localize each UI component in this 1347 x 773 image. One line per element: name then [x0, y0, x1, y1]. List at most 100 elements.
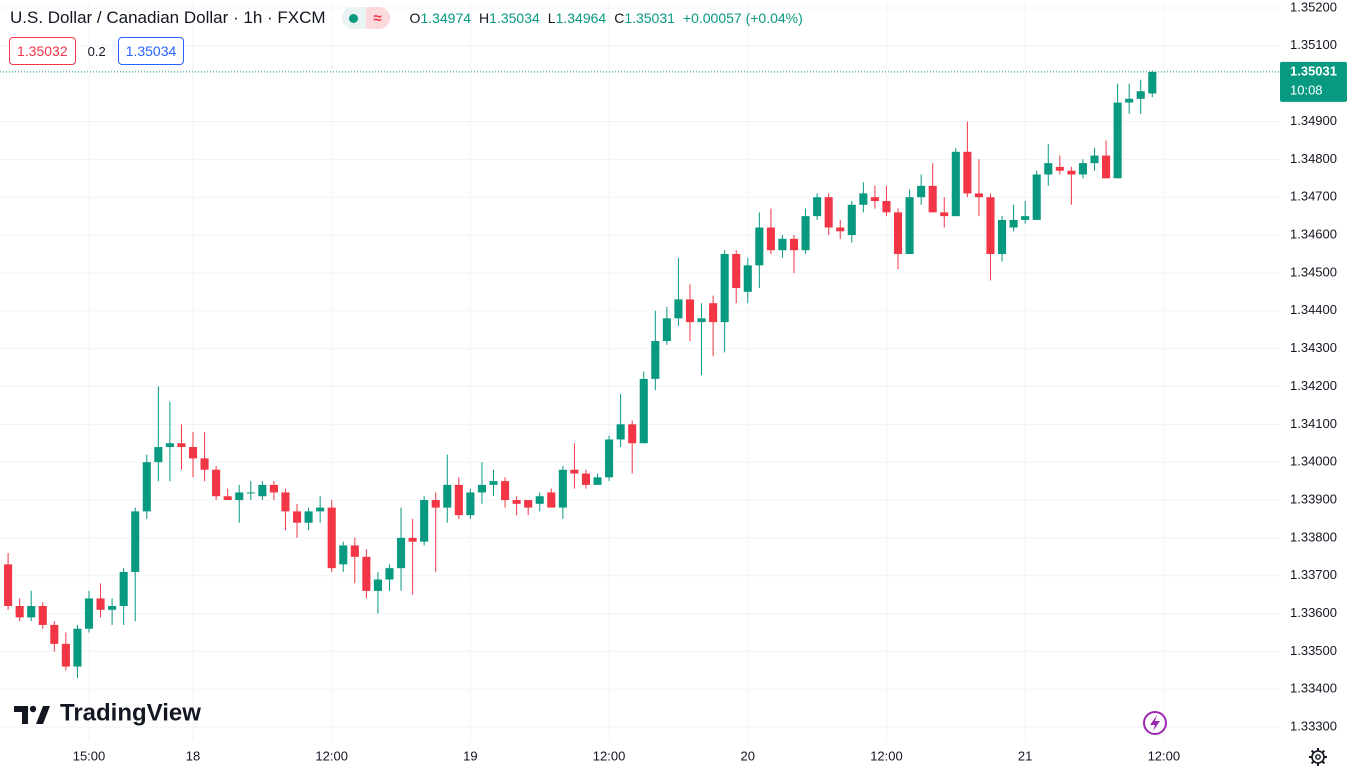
bid-button[interactable]: 1.35032 [9, 37, 76, 65]
x-tick-label: 21 [1018, 748, 1032, 763]
candle-body [709, 303, 718, 323]
candle-body [327, 507, 336, 569]
x-tick-label: 12:00 [593, 748, 626, 763]
candle-body [385, 568, 394, 580]
lightning-button[interactable] [1143, 711, 1167, 735]
candle-body [165, 443, 174, 448]
x-tick-label: 12:00 [315, 748, 348, 763]
candle-body [535, 496, 544, 504]
y-tick-label: 1.34800 [1290, 151, 1337, 166]
candle-body [420, 500, 429, 542]
candle-body [870, 197, 879, 201]
candle-body [38, 606, 47, 625]
settings-button[interactable] [1309, 748, 1327, 766]
candle-body [940, 212, 949, 217]
y-tick-label: 1.33800 [1290, 529, 1337, 544]
candle-body [212, 469, 221, 497]
candle-body [50, 624, 59, 644]
y-tick-label: 1.34000 [1290, 454, 1337, 469]
status-pill[interactable]: ≈ [341, 7, 390, 29]
y-tick-label: 1.34200 [1290, 378, 1337, 393]
x-tick-label: 12:00 [1148, 748, 1181, 763]
candle-body [524, 500, 533, 508]
candle-body [558, 469, 567, 508]
ask-button[interactable]: 1.35034 [117, 37, 185, 65]
candle-body [547, 492, 556, 508]
y-tick-label: 1.34900 [1290, 113, 1337, 128]
candle-body [616, 424, 625, 440]
y-tick-label: 1.34700 [1290, 189, 1337, 204]
candle-body [489, 481, 498, 485]
candle-body [917, 185, 926, 198]
candle-body [824, 197, 833, 228]
candle-body [200, 458, 209, 470]
candle-body [847, 204, 856, 236]
ohlc-value: 1.35034 [489, 10, 540, 26]
candle-body [720, 253, 729, 323]
candle-body [1078, 163, 1087, 175]
ohlc-value: 1.35031 [624, 10, 675, 26]
candle-body [662, 318, 671, 342]
header: U.S. Dollar / Canadian Dollar · 1h · FXC… [10, 6, 803, 30]
quotes: 1.35032 0.2 1.35034 [9, 37, 185, 65]
candle-body [778, 238, 787, 251]
x-tick-label: 19 [463, 748, 477, 763]
y-tick-label: 1.33700 [1290, 567, 1337, 582]
candle-body [431, 500, 440, 508]
candle-body [1148, 71, 1157, 94]
candle-body [373, 579, 382, 591]
candle-body [304, 511, 313, 523]
candle-body [350, 545, 359, 557]
candle-body [246, 492, 255, 494]
candle-body [466, 492, 475, 516]
candle-body [685, 299, 695, 323]
candle-body [512, 500, 521, 504]
x-tick-label: 15:00 [73, 748, 106, 763]
ohlc-item: L1.34964 [548, 10, 606, 26]
candle-body [801, 216, 810, 251]
candle-body [697, 318, 706, 323]
candle-body [581, 473, 591, 485]
ohlc-value: 1.34974 [420, 10, 472, 26]
candle-body [408, 537, 417, 542]
candle-body [15, 606, 24, 618]
candle-body [235, 492, 244, 501]
candle-body [639, 378, 648, 444]
candle-body [1090, 155, 1099, 164]
candle-body [154, 447, 163, 463]
ohlc-item: O1.34974 [410, 10, 472, 26]
x-tick-label: 20 [741, 748, 755, 763]
candle-body [1044, 163, 1053, 175]
candle-body [443, 484, 452, 508]
candle-body [628, 424, 637, 444]
candle-body [1125, 98, 1134, 103]
y-tick-label: 1.34600 [1290, 226, 1337, 241]
candle-body [119, 571, 128, 607]
candle-body [454, 484, 463, 516]
candle-body [1032, 174, 1041, 220]
candle-body [905, 197, 914, 254]
candle-body [501, 481, 510, 501]
candle-body [108, 606, 117, 610]
candle-body [188, 447, 198, 459]
y-tick-label: 1.33300 [1290, 719, 1337, 734]
candle-body [4, 564, 13, 607]
y-tick-label: 1.33900 [1290, 491, 1337, 506]
candle-body [1067, 170, 1076, 175]
candle-body [61, 643, 70, 667]
candle-body [316, 507, 325, 512]
candle-body [893, 212, 903, 254]
candle-body [258, 484, 267, 497]
candle-body [339, 545, 348, 565]
candle-body [732, 253, 741, 289]
candle-body [859, 193, 868, 205]
candle-body [142, 462, 151, 512]
candle-body [1055, 166, 1064, 171]
spread: 0.2 [87, 43, 106, 59]
y-tick-label: 1.35100 [1290, 37, 1337, 52]
y-tick-label: 1.34300 [1290, 340, 1337, 355]
candle-body [223, 496, 232, 501]
y-tick-label: 1.33400 [1290, 681, 1337, 696]
candle-body [292, 511, 302, 523]
candle-body [477, 484, 486, 493]
